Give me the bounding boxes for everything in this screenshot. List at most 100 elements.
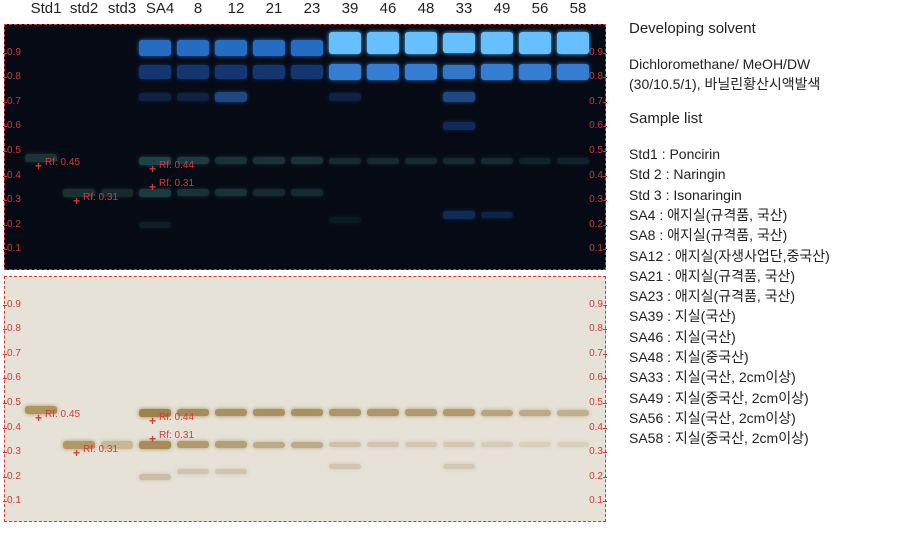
axis-tick: 0.5 xyxy=(589,146,603,156)
tlc-band xyxy=(329,93,361,101)
axis-tick: 0.7 xyxy=(589,97,603,107)
tlc-band xyxy=(519,410,551,416)
tlc-band xyxy=(253,157,285,164)
axis-tick: 0.4 xyxy=(589,171,603,181)
axis-tick: 0.6 xyxy=(589,373,603,383)
axis-tick: 0.6 xyxy=(7,373,21,383)
sample-item: SA46 : 지실(국산) xyxy=(629,327,913,347)
tlc-band xyxy=(443,442,475,447)
axis-tick: 0.4 xyxy=(7,171,21,181)
tlc-band xyxy=(405,64,437,80)
axis-tick: 0.9 xyxy=(7,48,21,58)
tlc-band xyxy=(443,92,475,102)
tlc-band xyxy=(519,442,551,447)
tlc-band xyxy=(215,189,247,196)
tlc-band xyxy=(443,464,475,469)
tlc-band xyxy=(557,64,589,80)
tlc-band xyxy=(177,40,209,56)
tlc-band xyxy=(519,64,551,80)
tlc-band xyxy=(177,441,209,448)
axis-tick: 0.7 xyxy=(7,349,21,359)
sample-item: SA49 : 지실(중국산, 2cm이상) xyxy=(629,388,913,408)
tlc-band xyxy=(139,474,171,480)
solvent-line1: Dichloromethane/ MeOH/DW xyxy=(629,54,913,74)
tlc-band xyxy=(291,409,323,416)
axis-tick: 0.2 xyxy=(7,220,21,230)
tlc-band xyxy=(177,65,209,79)
tlc-band xyxy=(253,442,285,448)
tlc-band xyxy=(367,64,399,80)
tlc-band xyxy=(139,65,171,79)
tlc-band xyxy=(329,442,361,447)
tlc-band xyxy=(481,32,513,54)
axis-tick: 0.4 xyxy=(7,423,21,433)
tlc-band xyxy=(443,211,475,219)
tlc-band xyxy=(405,409,437,416)
heading-samples: Sample list xyxy=(629,108,913,130)
axis-tick: 0.6 xyxy=(7,121,21,131)
tlc-band xyxy=(481,212,513,218)
tlc-band xyxy=(443,409,475,416)
axis-tick: 0.2 xyxy=(589,220,603,230)
tlc-band xyxy=(329,32,361,54)
tlc-band xyxy=(215,441,247,448)
rf-marker: Rf: 0.44 xyxy=(159,413,194,423)
sample-item: SA12 : 애지실(자생사업단,중국산) xyxy=(629,246,913,266)
tlc-band xyxy=(405,442,437,447)
tlc-band xyxy=(519,32,551,54)
tlc-band xyxy=(139,93,171,101)
tlc-band xyxy=(177,93,209,101)
sample-item: SA48 : 지실(중국산) xyxy=(629,347,913,367)
tlc-band xyxy=(443,33,475,53)
plates-wrapper: 0.90.90.80.80.70.70.60.60.50.50.40.40.30… xyxy=(4,24,606,522)
tlc-band xyxy=(329,158,361,164)
tlc-band xyxy=(519,158,551,164)
tlc-band xyxy=(557,410,589,416)
tlc-band xyxy=(481,158,513,164)
tlc-band xyxy=(291,442,323,448)
tlc-band xyxy=(253,409,285,416)
axis-tick: 0.9 xyxy=(589,300,603,310)
axis-tick: 0.2 xyxy=(7,472,21,482)
axis-tick: 0.7 xyxy=(7,97,21,107)
solvent-line2: (30/10.5/1), 바닐린황산시액발색 xyxy=(629,74,913,94)
sample-item: SA56 : 지실(국산, 2cm이상) xyxy=(629,408,913,428)
axis-tick: 0.3 xyxy=(589,195,603,205)
axis-tick: 0.6 xyxy=(589,121,603,131)
tlc-band xyxy=(215,92,247,102)
tlc-band xyxy=(291,65,323,79)
lane-label: 58 xyxy=(556,0,600,17)
tlc-band xyxy=(367,158,399,164)
sample-item: Std1 : Poncirin xyxy=(629,144,913,164)
rf-marker: Rf: 0.31 xyxy=(159,431,194,441)
tlc-band xyxy=(405,158,437,164)
tlc-band xyxy=(139,222,171,228)
tlc-band xyxy=(253,65,285,79)
tlc-band xyxy=(177,189,209,196)
tlc-band xyxy=(481,64,513,80)
axis-tick: 0.1 xyxy=(589,244,603,254)
tlc-band xyxy=(329,64,361,80)
sample-item: SA21 : 애지실(규격품, 국산) xyxy=(629,266,913,286)
axis-tick: 0.9 xyxy=(589,48,603,58)
axis-tick: 0.8 xyxy=(7,324,21,334)
axis-tick: 0.2 xyxy=(589,472,603,482)
tlc-band xyxy=(329,464,361,469)
lane-labels: Std1std2std3SA4812212339464833495658 xyxy=(12,0,602,24)
sample-item: SA4 : 애지실(규격품, 국산) xyxy=(629,205,913,225)
tlc-panel: Std1std2std3SA4812212339464833495658 0.9… xyxy=(0,0,615,534)
tlc-band xyxy=(367,442,399,447)
tlc-band xyxy=(215,65,247,79)
tlc-band xyxy=(177,469,209,474)
rf-marker: Rf: 0.45 xyxy=(45,410,80,420)
tlc-band xyxy=(443,122,475,130)
sample-list: Std1 : PoncirinStd 2 : NaringinStd 3 : I… xyxy=(629,144,913,448)
tlc-band xyxy=(139,40,171,56)
heading-solvent: Developing solvent xyxy=(629,18,913,40)
plate-uv: 0.90.90.80.80.70.70.60.60.50.50.40.40.30… xyxy=(4,24,606,270)
tlc-band xyxy=(405,32,437,54)
axis-tick: 0.4 xyxy=(589,423,603,433)
axis-tick: 0.9 xyxy=(7,300,21,310)
axis-tick: 0.3 xyxy=(7,447,21,457)
axis-tick: 0.8 xyxy=(589,324,603,334)
